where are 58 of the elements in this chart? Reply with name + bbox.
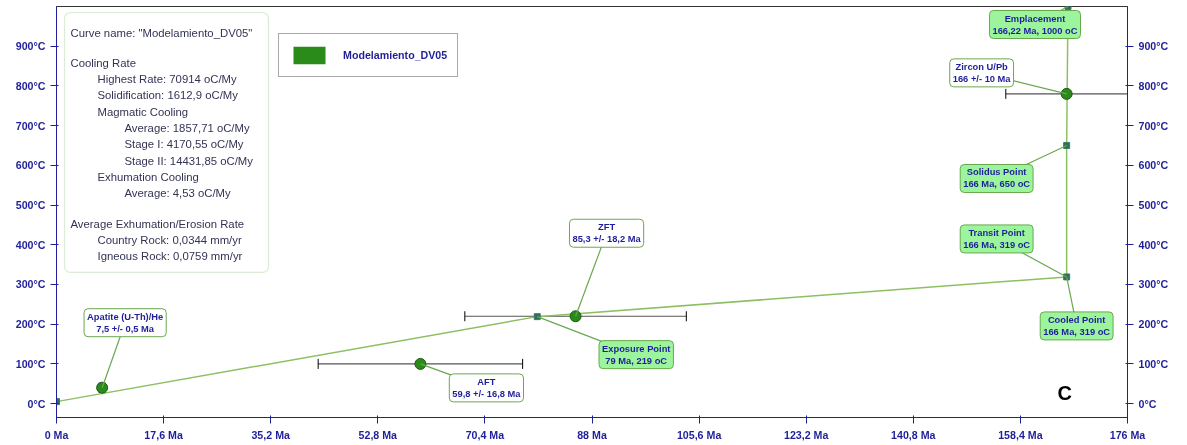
annotation: Country Rock: 0,0344 mm/yr xyxy=(97,233,242,246)
annotation: Stage II: 14431,85 oC/My xyxy=(124,154,254,167)
annotation: Igneous Rock: 0,0759 mm/yr xyxy=(97,250,243,263)
annotation: Average: 4,53 oC/My xyxy=(124,187,232,200)
annotation: Highest Rate: 70914 oC/My xyxy=(97,73,237,86)
annotation: AFT 59,8 +/- 16,8 Ma xyxy=(452,376,522,399)
x-tick-label: 17,6 Ma xyxy=(144,428,183,441)
y-tick-label: 800°C xyxy=(15,79,46,92)
x-tick-label: 140,8 Ma xyxy=(891,428,936,441)
y-tick-label: 400°C xyxy=(15,238,46,251)
y-tick-label: 300°C xyxy=(15,278,46,291)
y-tick-label: 100°C xyxy=(15,357,46,370)
x-tick-label: 70,4 Ma xyxy=(465,428,505,441)
annotation: Apatite (U-Th)/He 7,5 +/- 0,5 Ma xyxy=(87,311,164,334)
point xyxy=(1060,87,1073,100)
y2-tick-label: 100°C xyxy=(1138,357,1169,370)
x-tick-label: 35,2 Ma xyxy=(251,428,291,441)
y2-tick-label: 900°C xyxy=(1138,40,1169,53)
annotation: Exhumation Cooling xyxy=(97,170,199,183)
y2-tick-label: 700°C xyxy=(1138,119,1169,132)
y-tick-label: 500°C xyxy=(15,199,46,212)
annotation: Curve name: "Modelamiento_DV05" xyxy=(70,26,253,39)
annotation: Cooled Point 166 Ma, 319 oC xyxy=(1043,314,1111,337)
annotation: Transit Point 166 Ma, 319 oC xyxy=(963,227,1031,250)
annotation: Cooling Rate xyxy=(70,56,136,69)
y2-tick-label: 400°C xyxy=(1138,238,1169,251)
annotation: Stage I: 4170,55 oC/My xyxy=(124,138,244,151)
point xyxy=(414,357,427,370)
x-tick-label: 158,4 Ma xyxy=(998,428,1043,441)
y-tick-label: 600°C xyxy=(15,159,46,172)
annotation: Average: 1857,71 oC/My xyxy=(124,122,250,134)
point xyxy=(569,310,582,323)
annotation: ZFT 85,3 +/- 18,2 Ma xyxy=(572,222,642,245)
y-tick-label: 900°C xyxy=(15,40,46,53)
y2-tick-label: 500°C xyxy=(1138,199,1169,212)
x-tick-label: 88 Ma xyxy=(577,428,607,441)
annotation: Exposure Point 79 Ma, 219 oC xyxy=(602,343,671,366)
y2-tick-label: 300°C xyxy=(1138,278,1169,291)
y-tick-label: 700°C xyxy=(15,119,46,132)
annotation: C xyxy=(1057,381,1072,404)
x-tick-label: 123,2 Ma xyxy=(783,428,829,441)
annotation: Emplacement 166,22 Ma, 1000 oC xyxy=(992,13,1078,36)
legend-label: Modelamiento_DV05 xyxy=(343,48,448,63)
x-tick-label: 0 Ma xyxy=(44,428,69,441)
y2-tick-label: 600°C xyxy=(1138,159,1169,172)
y-tick-label: 0°C xyxy=(27,397,46,410)
x-tick-label: 105,6 Ma xyxy=(676,428,722,441)
annotation: Average Exhumation/Erosion Rate xyxy=(70,217,245,230)
annotation: Magmatic Cooling xyxy=(97,105,189,118)
annotation: Solidification: 1612,9 oC/My xyxy=(97,89,239,102)
y-tick-label: 200°C xyxy=(15,318,46,331)
x-tick-label: 52,8 Ma xyxy=(358,428,398,441)
annotation: Solidus Point 166 Ma, 650 oC xyxy=(963,167,1031,190)
y2-tick-label: 200°C xyxy=(1138,318,1169,331)
x-tick-label: 176 Ma xyxy=(1109,428,1146,441)
annotation: Zircon U/Pb 166 +/- 10 Ma xyxy=(952,61,1012,84)
y2-tick-label: 0°C xyxy=(1138,397,1157,410)
y2-tick-label: 800°C xyxy=(1138,79,1169,92)
